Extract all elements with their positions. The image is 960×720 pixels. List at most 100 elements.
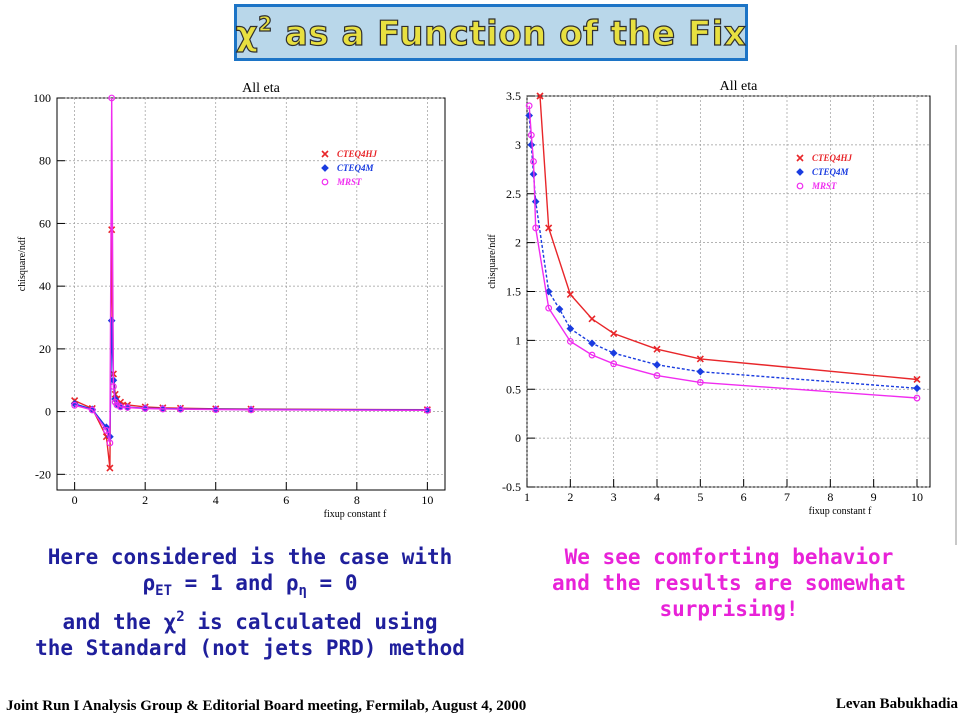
chart0-point-cteq4hj — [106, 464, 114, 472]
chart0-ytick-label: 0 — [45, 405, 51, 419]
chart1-point-mrst — [610, 360, 618, 368]
chart0-legend-label-cteq4m: CTEQ4M — [337, 163, 375, 173]
chart0-point-cteq4m — [116, 402, 125, 411]
chart0-point-cteq4m — [111, 395, 120, 403]
chart1-point-cteq4m — [913, 384, 921, 393]
chi-superscript: 2 — [258, 11, 273, 36]
chart0-point-cteq4hj — [71, 397, 79, 405]
chart0-xtick-label: 2 — [142, 493, 148, 507]
chart0-point-cteq4m — [113, 400, 121, 408]
chart0-ylabel: chisquare/ndf — [17, 236, 28, 291]
chart1-point-cteq4hj — [588, 315, 596, 323]
chart0-point-cteq4hj — [159, 404, 167, 412]
chart1-legend-label-cteq4hj: CTEQ4HJ — [812, 153, 853, 163]
chart0-plot-frame — [56, 97, 446, 491]
chart1-xtick-label: 5 — [697, 490, 703, 504]
chart0-point-cteq4m — [106, 432, 114, 441]
chart0-point-mrst — [88, 406, 96, 414]
chart0-point-cteq4hj — [109, 370, 118, 378]
chart1-point-mrst — [530, 158, 537, 165]
slide-title: χ2 as a Function of the Fix — [235, 11, 747, 54]
chart0-point-cteq4hj — [116, 398, 125, 406]
chart0-point-cteq4m — [70, 399, 79, 408]
chart1-point-cteq4m — [555, 305, 564, 313]
chart1-point-cteq4m — [609, 349, 618, 357]
chart0-point-mrst — [108, 94, 116, 102]
chart0-xtick-label: 6 — [283, 493, 289, 507]
chart0-point-cteq4hj — [176, 404, 185, 412]
chart1-point-mrst — [532, 224, 540, 232]
caption-left-line4: the Standard (not jets PRD) method — [35, 636, 465, 661]
chart1-ytick-label: 0 — [515, 431, 521, 445]
chart0-point-cteq4m — [102, 423, 111, 432]
chart1-point-cteq4m — [531, 197, 540, 206]
chart0-legend-label-cteq4hj: CTEQ4HJ — [337, 149, 378, 159]
chart1-legend-marker-cteq4hj — [796, 154, 804, 162]
chart1-legend-marker-mrst — [796, 182, 804, 190]
chart1-point-cteq4m — [588, 339, 596, 348]
chart0-point-cteq4hj — [108, 226, 116, 234]
chart0-ytick-label: 20 — [39, 342, 51, 356]
chart0-legend-label-mrst: MRST — [336, 177, 362, 187]
chart0-point-mrst — [124, 404, 131, 411]
chart0-xtick-label: 10 — [421, 493, 433, 507]
chart1-point-cteq4m — [525, 111, 534, 120]
chart0-point-cteq4hj — [247, 405, 255, 413]
chart0-ytick-label: 60 — [39, 216, 51, 230]
chart1-xtick-label: 4 — [654, 490, 660, 504]
chart0-series-cteq4hj-line — [74, 229, 428, 469]
chart0-point-mrst — [247, 406, 255, 414]
chart0-point-cteq4hj — [212, 405, 220, 413]
chart1-xtick-label: 10 — [911, 490, 923, 504]
chart1-xtick-label: 8 — [827, 490, 833, 504]
chart0-point-mrst — [106, 439, 114, 447]
chart1-point-mrst — [653, 372, 661, 379]
chart0-ytick-label: -20 — [35, 467, 51, 481]
caption-right: We see comforting behavior and the resul… — [498, 544, 960, 622]
chart0-point-cteq4m — [123, 403, 132, 412]
chart0-xtick-label: 4 — [213, 493, 219, 507]
slide-title-box: χ2 as a Function of the Fix — [234, 4, 748, 61]
chart1-point-cteq4hj — [545, 224, 553, 232]
chart0-point-mrst — [117, 403, 124, 411]
chart0-ytick-label: 80 — [39, 154, 51, 168]
chart1-series-mrst-line — [528, 105, 918, 399]
caption-right-line1: We see comforting behavior — [564, 545, 894, 569]
chart1-plot-frame — [526, 95, 931, 488]
chart1-point-mrst — [545, 304, 553, 312]
title-words: as a Function of the Fix — [284, 13, 747, 54]
chart0-point-mrst — [110, 383, 117, 390]
chart0-point-cteq4hj — [113, 395, 121, 403]
chart1-xtick-label: 7 — [784, 490, 790, 504]
chart1-point-cteq4hj — [696, 355, 704, 363]
chart1-series-cteq4m-line — [528, 115, 918, 389]
chart1-point-cteq4m — [544, 287, 553, 296]
chart0-point-cteq4m — [107, 316, 116, 325]
chart1-ytick-label: 3.5 — [506, 89, 521, 103]
chart0-point-cteq4m — [247, 405, 255, 414]
chart0-ytick-label: 100 — [33, 91, 51, 105]
chart0-point-cteq4m — [141, 404, 150, 412]
chart0-point-cteq4m — [176, 405, 185, 413]
chart0-point-mrst — [177, 405, 184, 413]
chart0-legend-marker-mrst — [321, 178, 329, 186]
chart0-point-cteq4m — [423, 406, 432, 414]
chart1-ytick-label: 3 — [515, 138, 521, 152]
chart1-legend-label-mrst: MRST — [811, 181, 837, 191]
chi-symbol: χ — [235, 13, 259, 54]
chart0-ytick-label: 40 — [39, 279, 51, 293]
chart1-point-cteq4m — [696, 367, 705, 376]
chart1-ytick-label: 1.5 — [506, 285, 521, 299]
chart1-point-cteq4hj — [610, 329, 618, 338]
chart0-point-mrst — [423, 406, 431, 414]
chart0-point-mrst — [71, 401, 79, 409]
chart1-point-cteq4m — [529, 170, 538, 179]
chart1-point-cteq4hj — [566, 290, 574, 298]
chart0-point-cteq4hj — [111, 390, 119, 398]
caption-right-line2: and the results are somewhat — [551, 571, 906, 595]
chart0-point-cteq4hj — [141, 403, 149, 411]
chart0-point-cteq4m — [88, 405, 97, 414]
chart0-xtick-label: 8 — [354, 493, 360, 507]
chart1-xtick-label: 9 — [871, 490, 877, 504]
footer-meeting-info: Joint Run I Analysis Group & Editorial B… — [6, 698, 527, 714]
